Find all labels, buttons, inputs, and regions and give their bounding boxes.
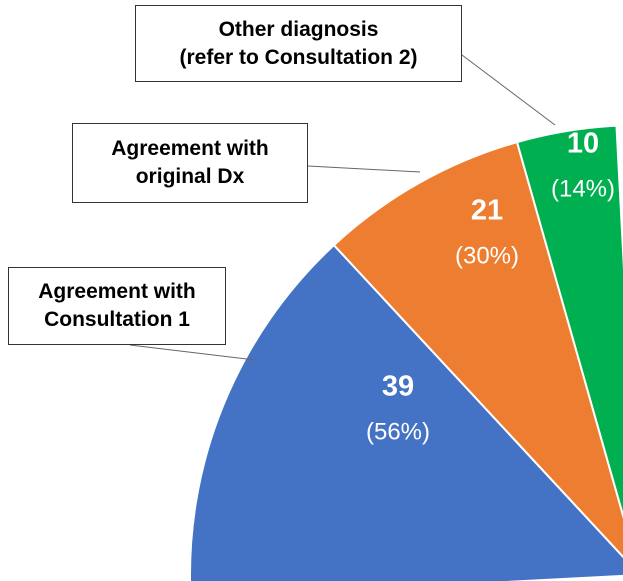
category-label: Agreement with original Dx xyxy=(72,123,308,203)
leader-line xyxy=(307,165,421,173)
percent-label: (30%) xyxy=(455,242,519,269)
pie-slice xyxy=(189,243,623,581)
value-label: 10 xyxy=(567,128,599,160)
percent-label: (56%) xyxy=(366,418,430,445)
value-label: 21 xyxy=(471,195,503,227)
category-label: Other diagnosis (refer to Consultation 2… xyxy=(135,5,462,82)
pie-slice xyxy=(515,124,623,519)
category-label: Agreement with Consultation 1 xyxy=(8,267,226,345)
percent-label: (14%) xyxy=(551,175,615,202)
pie-slice xyxy=(332,140,623,559)
value-label: 39 xyxy=(382,371,414,403)
leader-line xyxy=(461,54,556,126)
leader-line xyxy=(129,344,256,361)
